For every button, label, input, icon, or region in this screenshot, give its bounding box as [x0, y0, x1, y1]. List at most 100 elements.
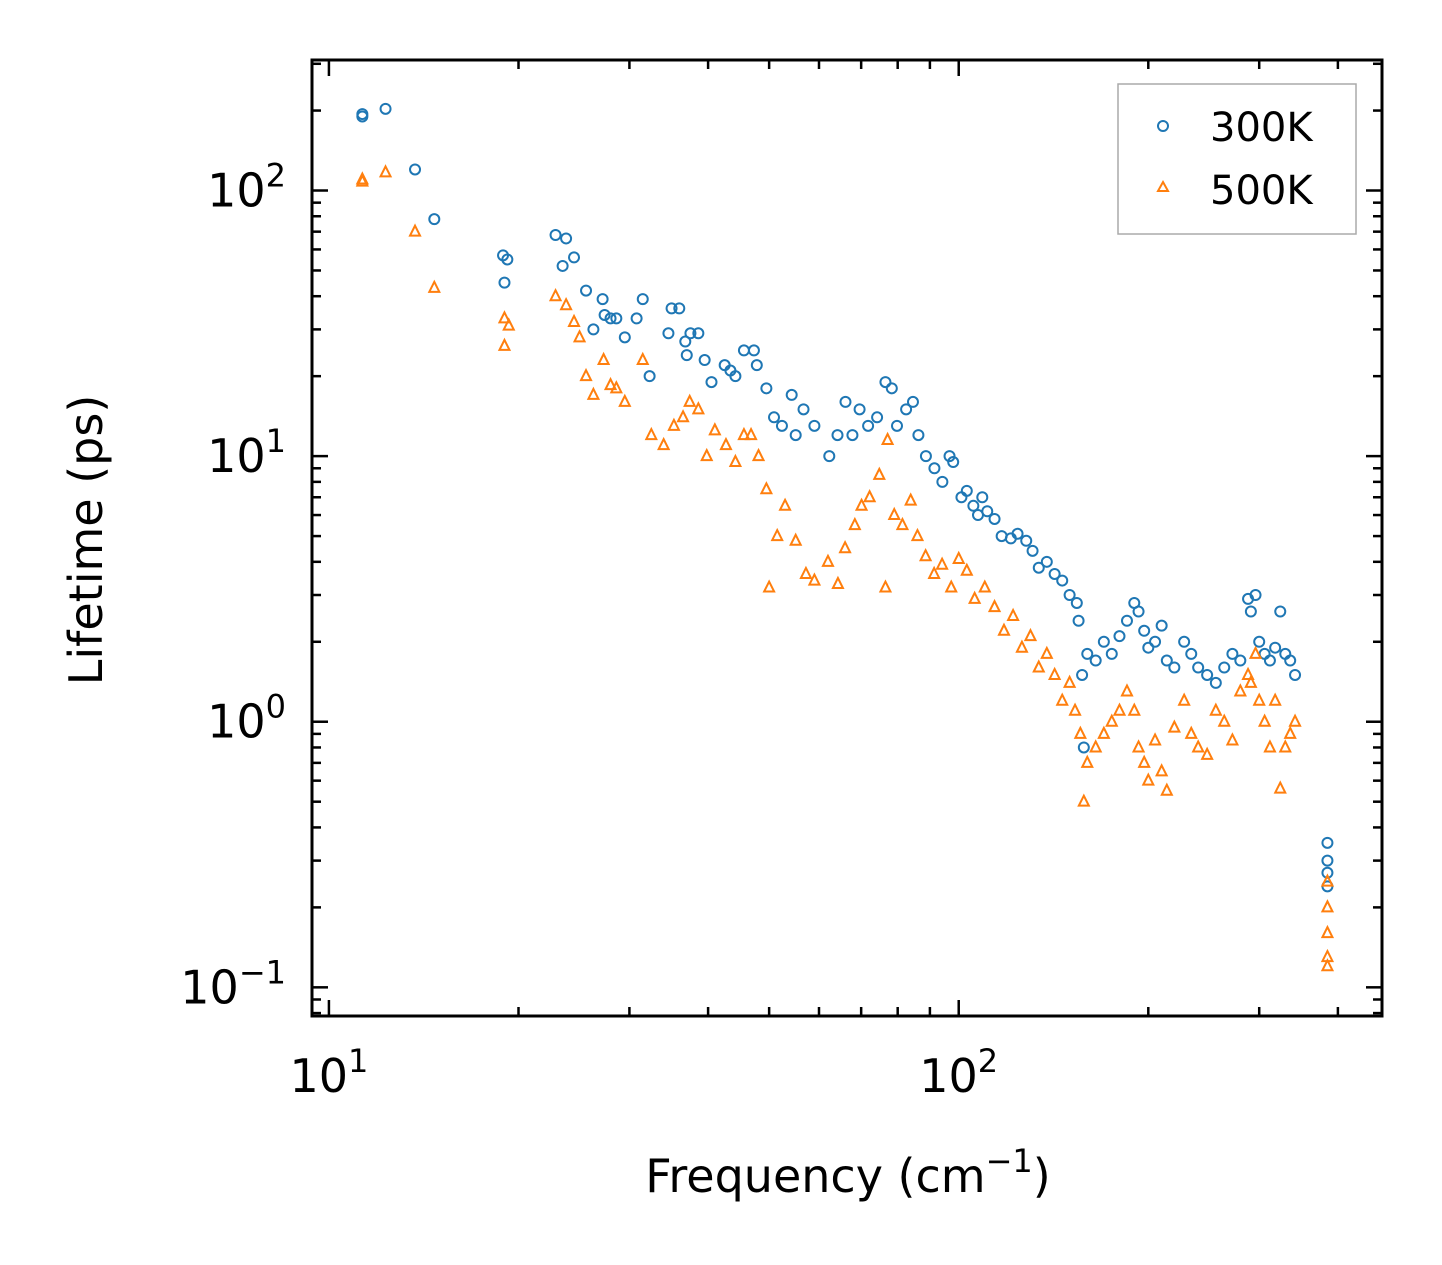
point-500k-55	[944, 579, 958, 593]
point-300k-75	[1040, 555, 1053, 568]
point-300k-24	[662, 327, 675, 340]
y-tick-label-3: 102	[207, 157, 286, 218]
point-500k-4	[427, 279, 441, 293]
point-300k-36	[750, 359, 763, 372]
point-500k-56	[952, 550, 966, 564]
point-300k-42	[797, 403, 810, 416]
point-500k-26	[708, 422, 722, 436]
point-300k-99	[1192, 661, 1205, 674]
point-300k-14	[596, 293, 609, 306]
point-500k-82	[1141, 772, 1155, 786]
point-500k-89	[1191, 739, 1205, 753]
point-500k-31	[751, 447, 766, 462]
point-300k-114	[1284, 654, 1297, 667]
point-300k-37	[760, 382, 773, 395]
point-500k-41	[838, 539, 852, 554]
point-500k-78	[1120, 683, 1134, 697]
point-300k-103	[1226, 647, 1239, 660]
point-500k-23	[683, 393, 697, 407]
point-500k-62	[1006, 607, 1020, 622]
point-300k-13	[587, 323, 600, 336]
point-500k-91	[1209, 702, 1223, 716]
point-500k-28	[728, 453, 743, 468]
point-500k-92	[1217, 713, 1231, 727]
point-500k-86	[1167, 719, 1181, 733]
point-500k-102	[1273, 780, 1287, 794]
point-500k-33	[762, 579, 776, 593]
point-300k-110	[1263, 654, 1276, 667]
point-500k-65	[1032, 659, 1046, 673]
point-300k-47	[846, 429, 859, 442]
point-500k-79	[1127, 702, 1141, 716]
point-300k-34	[737, 344, 750, 357]
point-500k-12	[579, 367, 593, 382]
point-300k-26	[684, 327, 697, 340]
point-500k-104	[1283, 725, 1297, 739]
point-300k-73	[1026, 544, 1039, 557]
point-500k-90	[1200, 746, 1214, 760]
point-300k-35	[747, 344, 760, 357]
point-300k-51	[879, 376, 892, 389]
point-500k-54	[935, 556, 949, 570]
y-tick-label-1: 100	[207, 688, 286, 749]
x-tick-label-1: 102	[919, 1042, 998, 1103]
point-300k-48	[853, 403, 866, 416]
point-500k-68	[1055, 692, 1069, 706]
point-300k-40	[785, 388, 798, 401]
point-300k-112	[1274, 605, 1287, 618]
point-500k-24	[691, 401, 705, 415]
point-300k-117	[1321, 854, 1334, 867]
point-300k-116	[1321, 836, 1334, 849]
point-500k-71	[1073, 725, 1087, 739]
legend-marker-500k	[1156, 179, 1170, 192]
point-300k-85	[1097, 635, 1110, 648]
point-300k-91	[1138, 624, 1151, 637]
point-300k-11	[568, 251, 581, 264]
point-300k-82	[1077, 741, 1090, 754]
point-500k-58	[968, 590, 982, 604]
point-300k-59	[936, 475, 949, 488]
legend-marker-300k	[1157, 120, 1169, 132]
point-300k-45	[831, 429, 844, 442]
point-300k-21	[643, 370, 656, 383]
point-300k-8	[549, 228, 562, 241]
point-500k-96	[1244, 674, 1258, 688]
point-500k-97	[1248, 645, 1263, 659]
point-300k-84	[1089, 654, 1102, 667]
point-500k-30	[744, 426, 758, 441]
point-500k-88	[1184, 725, 1198, 739]
point-500k-18	[636, 351, 650, 366]
point-300k-44	[823, 450, 836, 463]
point-500k-94	[1233, 683, 1247, 697]
point-300k-61	[947, 456, 960, 469]
point-500k-20	[657, 436, 671, 451]
point-500k-47	[880, 431, 895, 445]
point-500k-43	[854, 497, 869, 511]
point-500k-75	[1097, 725, 1111, 739]
point-300k-30	[705, 376, 718, 389]
point-500k-50	[904, 492, 918, 506]
point-300k-64	[967, 499, 980, 512]
point-500k-103	[1278, 739, 1292, 753]
point-300k-83	[1081, 647, 1094, 660]
point-300k-102	[1218, 661, 1231, 674]
point-300k-62	[955, 491, 968, 504]
point-500k-13	[586, 386, 601, 400]
point-500k-3	[408, 223, 422, 237]
point-500k-2	[378, 164, 393, 178]
point-300k-55	[906, 395, 919, 408]
point-300k-88	[1120, 614, 1133, 627]
point-500k-11	[572, 329, 587, 343]
point-300k-67	[981, 505, 994, 518]
point-500k-70	[1068, 702, 1082, 716]
point-500k-45	[872, 466, 886, 480]
plot-frame	[310, 58, 1384, 1018]
point-500k-37	[799, 565, 813, 579]
point-500k-59	[978, 579, 992, 593]
point-500k-17	[618, 393, 632, 407]
point-300k-22	[665, 302, 678, 315]
point-500k-42	[848, 516, 862, 531]
point-300k-81	[1076, 668, 1089, 681]
point-300k-25	[679, 335, 692, 348]
point-300k-38	[768, 411, 781, 424]
